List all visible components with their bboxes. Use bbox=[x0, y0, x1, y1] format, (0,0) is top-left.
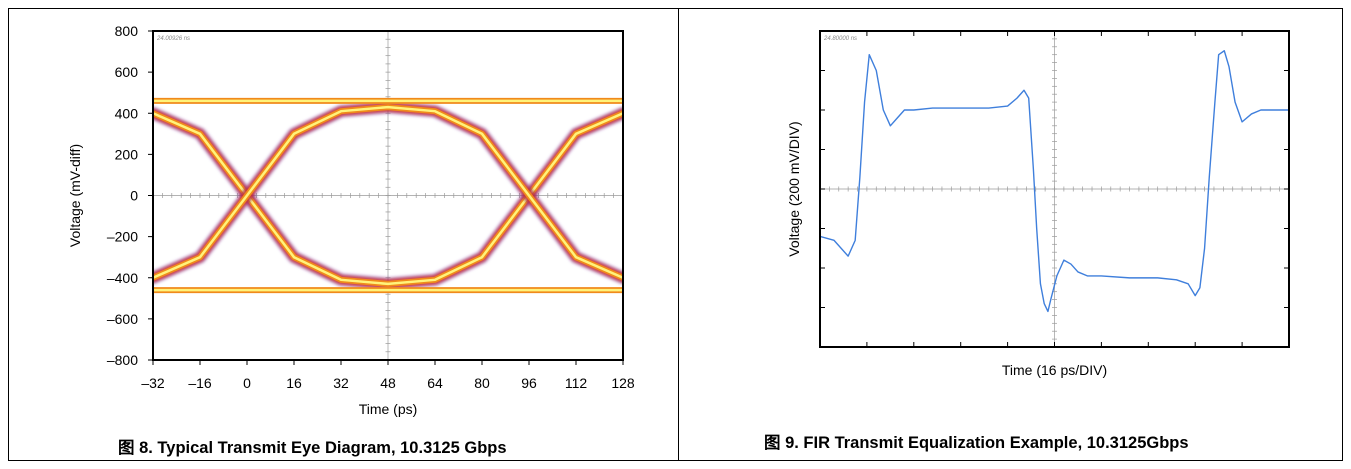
crosshair bbox=[153, 31, 623, 360]
y-tick-label: –400 bbox=[107, 270, 138, 286]
x-tick-label: –32 bbox=[141, 375, 165, 391]
eye-trace-0 bbox=[153, 107, 623, 290]
y-tick-label: 800 bbox=[115, 23, 139, 39]
figure-9-caption: 图 9. FIR Transmit Equalization Example, … bbox=[764, 434, 1189, 452]
x-tick-label: –16 bbox=[188, 375, 212, 391]
figure-frame bbox=[8, 8, 1343, 461]
fir-equalization-panel: 24.80000 ns Time (16 ps/DIV) Voltage (200 … bbox=[679, 8, 1343, 461]
scope-timestamp: 24.80000 ns bbox=[823, 36, 857, 42]
eye-diagram-chart: 24.00926 ns8006004002000–200–400–600–800… bbox=[67, 23, 635, 417]
y-tick-label: –600 bbox=[107, 311, 138, 327]
eye-trace-1 bbox=[153, 101, 623, 284]
eye-trace-0-layer-3 bbox=[153, 112, 623, 286]
y-tick-label: 0 bbox=[130, 188, 138, 204]
eye-traces bbox=[153, 94, 623, 297]
y-tick-label: 600 bbox=[115, 64, 139, 80]
y-tick-label: –200 bbox=[107, 229, 138, 245]
x-axis-title: Time (ps) bbox=[359, 401, 418, 417]
y-axis-title: Voltage (200 mV/DIV) bbox=[786, 121, 802, 256]
x-tick-label: 96 bbox=[521, 375, 537, 391]
x-tick-label: 80 bbox=[474, 375, 490, 391]
x-tick-label: 16 bbox=[286, 375, 302, 391]
x-tick-label: 64 bbox=[427, 375, 443, 391]
plot-border bbox=[819, 30, 1290, 348]
fir-equalization-chart: 24.80000 ns Time (16 ps/DIV) Voltage (200 … bbox=[786, 30, 1290, 378]
eye-trace-1-layer-3 bbox=[153, 105, 623, 279]
x-tick-label: 32 bbox=[333, 375, 349, 391]
fir-waveform bbox=[820, 50, 1289, 313]
y-tick-label: 200 bbox=[115, 146, 139, 162]
x-tick-label: 48 bbox=[380, 375, 396, 391]
x-tick-label: 0 bbox=[243, 375, 251, 391]
y-tick-label: –800 bbox=[107, 352, 138, 368]
y-axis-title: Voltage (mV-diff) bbox=[67, 144, 83, 247]
eye-diagram-panel: 24.00926 ns 800 600 400 200 0 –200 –400 –600 –800… bbox=[8, 8, 678, 461]
scope-timestamp: 24.00926 ns bbox=[156, 36, 190, 42]
y-tick-label: 400 bbox=[115, 105, 139, 121]
panel-divider bbox=[678, 8, 679, 461]
crosshair bbox=[820, 31, 1289, 347]
x-tick-label: 112 bbox=[565, 375, 588, 391]
x-tick-label: 128 bbox=[611, 375, 635, 391]
figure-8-caption: 图 8. Typical Transmit Eye Diagram, 10.31… bbox=[118, 439, 507, 457]
x-axis-title: Time (16 ps/DIV) bbox=[1002, 362, 1107, 378]
